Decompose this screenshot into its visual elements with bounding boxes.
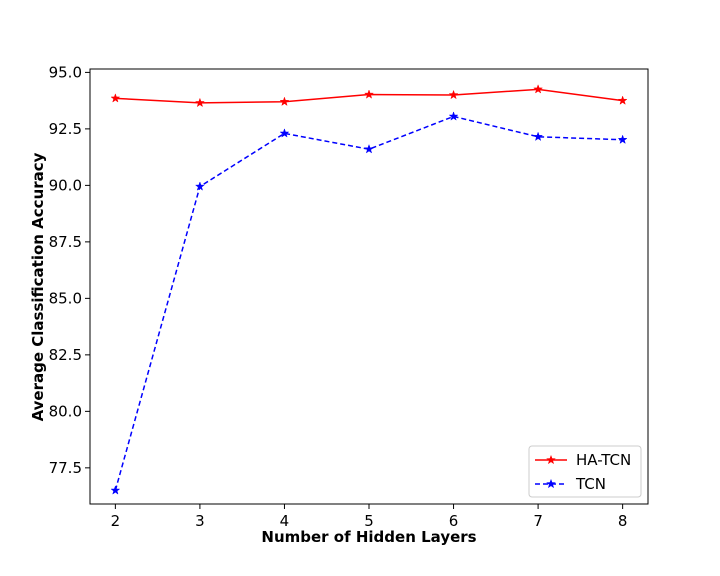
- data-point-ha-tcn: [533, 84, 544, 94]
- y-tick-label: 80.0: [49, 402, 82, 420]
- x-tick-label: 5: [364, 512, 374, 530]
- data-point-tcn: [617, 134, 628, 144]
- data-point-ha-tcn: [110, 93, 121, 103]
- data-point-tcn: [194, 181, 205, 191]
- axes: 2 3 4 5 6 7 8 77.5 80.0 82.5 85.0 87.5 90.0 92.5 95.0: [49, 63, 628, 530]
- y-tick-label: 85.0: [49, 289, 82, 307]
- x-tick-label: 6: [449, 512, 459, 530]
- data-point-ha-tcn: [194, 97, 205, 108]
- y-tick-label: 87.5: [49, 233, 82, 251]
- x-tick-label: 2: [111, 512, 121, 530]
- legend-label: TCN: [575, 475, 606, 493]
- data-point-tcn: [448, 111, 459, 121]
- y-tick-label: 95.0: [49, 63, 82, 81]
- plot-area: [89, 68, 649, 505]
- x-tick-label: 3: [195, 512, 205, 530]
- data-point-tcn: [110, 485, 121, 495]
- x-tick-label: 7: [533, 512, 543, 530]
- y-axis-title: Average Classification Accuracy: [29, 152, 47, 421]
- plot-frame: [89, 68, 649, 505]
- legend-box: [528, 445, 642, 498]
- data-point-tcn: [279, 128, 290, 138]
- data-point-tcn: [363, 143, 375, 154]
- x-tick-label: 8: [618, 512, 628, 530]
- series-layer: [110, 84, 628, 495]
- legend-label: HA-TCN: [576, 451, 631, 469]
- data-point-ha-tcn: [279, 96, 290, 107]
- legend-swatch-marker: [545, 454, 557, 465]
- x-axis-title: Number of Hidden Layers: [261, 528, 476, 546]
- data-point-ha-tcn: [617, 95, 628, 105]
- data-point-ha-tcn: [363, 89, 375, 99]
- y-tick-label: 77.5: [49, 459, 82, 477]
- legend-swatch-marker: [545, 478, 557, 489]
- data-point-ha-tcn: [448, 89, 459, 100]
- y-tick-label: 82.5: [49, 346, 82, 364]
- y-tick-label: 90.0: [49, 176, 82, 194]
- x-tick-label: 4: [280, 512, 290, 530]
- data-point-tcn: [533, 131, 544, 142]
- y-tick-label: 92.5: [49, 120, 82, 138]
- legend: HA-TCN TCN: [528, 445, 642, 498]
